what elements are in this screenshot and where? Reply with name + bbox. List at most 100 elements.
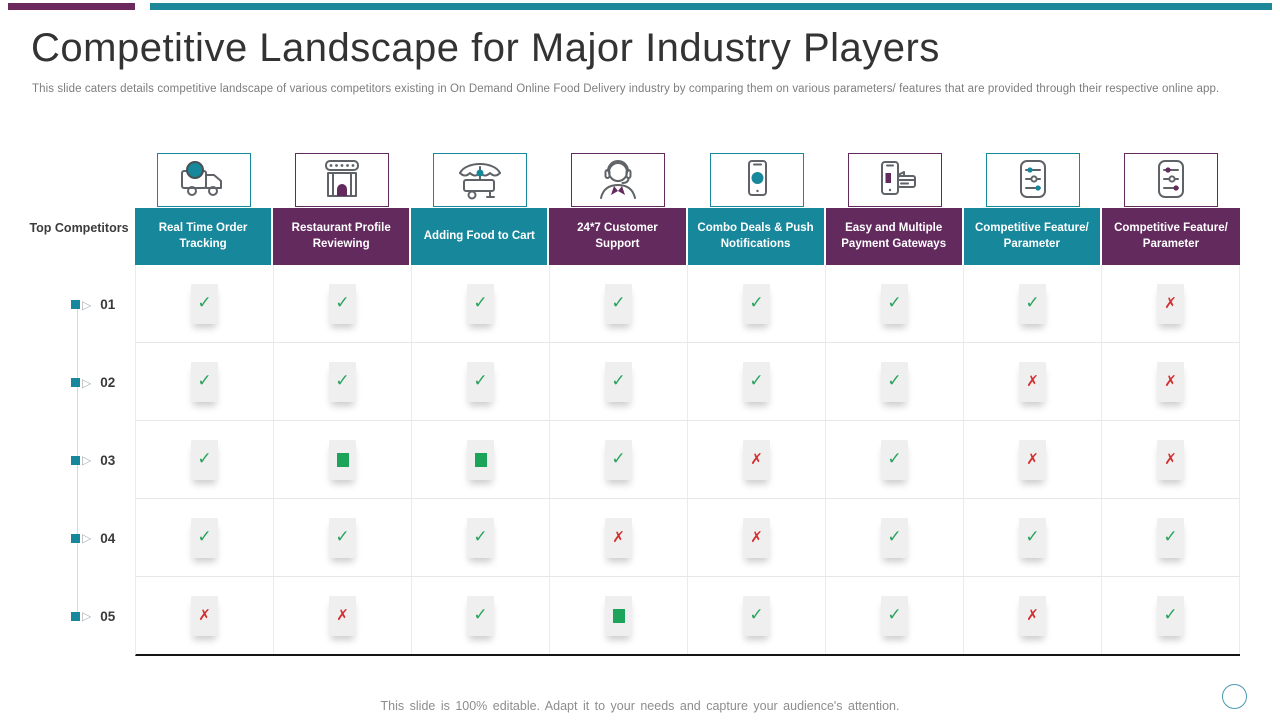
mark-chip: ✗ <box>1157 439 1184 480</box>
payment-gateway-icon <box>863 158 927 202</box>
check-mark-icon: ✓ <box>335 527 350 547</box>
feature-cell: ✓ <box>136 343 274 420</box>
check-mark-icon: ✓ <box>887 449 902 469</box>
feature-cell: ✓ <box>136 421 274 498</box>
mark-chip: ✓ <box>881 517 908 558</box>
square-mark-icon <box>474 452 487 467</box>
feature-cell <box>550 577 688 654</box>
check-mark-icon: ✓ <box>611 449 626 469</box>
check-mark-icon: ✓ <box>473 371 488 391</box>
check-mark-icon: ✓ <box>335 293 350 313</box>
check-mark-icon: ✓ <box>473 293 488 313</box>
corner-circle-decoration <box>1222 684 1247 709</box>
icon-box-purple <box>295 153 390 207</box>
mark-chip: ✗ <box>743 439 770 480</box>
table-row: ✓ ✓ ✗ ✓ ✗ ✗ <box>136 421 1240 499</box>
feature-cell: ✗ <box>1102 265 1240 342</box>
cross-mark-icon: ✗ <box>1164 294 1177 312</box>
table-row: ✗ ✗ ✓ ✓ ✓ ✗ ✓ <box>136 577 1240 654</box>
table-body: ✓ ✓ ✓ ✓ ✓ ✓ ✓ ✗ ✓ ✓ ✓ ✓ ✓ ✓ ✗ ✗ ✓ ✓ ✗ ✓ ✗ ✗ ✓ ✓ ✓ ✗ ✗ ✓ ✓ ✓ ✗ ✗ ✓ ✓ ✓ ✗ ✓ <box>135 265 1240 656</box>
check-mark-icon: ✓ <box>473 605 488 625</box>
cross-mark-icon: ✗ <box>612 528 625 546</box>
mark-chip: ✓ <box>329 283 356 324</box>
row-marker-arrow-icon: ▷ <box>82 609 92 624</box>
check-mark-icon: ✓ <box>197 527 212 547</box>
mark-chip: ✗ <box>1157 361 1184 402</box>
feature-cell: ✓ <box>412 265 550 342</box>
mark-chip: ✓ <box>191 439 218 480</box>
check-mark-icon: ✓ <box>1163 605 1178 625</box>
mark-chip <box>605 595 632 636</box>
check-mark-icon: ✓ <box>197 371 212 391</box>
feature-cell: ✓ <box>274 343 412 420</box>
top-accent-bar-teal <box>150 3 1272 10</box>
row-marker-square-icon <box>71 611 80 621</box>
mark-chip: ✗ <box>1019 439 1046 480</box>
sliders-icon <box>1001 158 1065 202</box>
feature-cell: ✓ <box>826 499 964 576</box>
feature-cell: ✗ <box>550 499 688 576</box>
mark-chip: ✓ <box>743 595 770 636</box>
check-mark-icon: ✓ <box>1025 293 1040 313</box>
mark-chip: ✓ <box>881 361 908 402</box>
feature-cell: ✓ <box>688 265 826 342</box>
mark-chip: ✓ <box>605 439 632 480</box>
mark-chip: ✓ <box>191 517 218 558</box>
competitor-rail: ▷ 01 ▷ 02 ▷ 03 ▷ 04 ▷ 05 <box>0 266 135 655</box>
mark-chip: ✓ <box>467 361 494 402</box>
feature-cell: ✓ <box>688 343 826 420</box>
slide-subtitle: This slide caters details competitive la… <box>32 83 1220 95</box>
mark-chip: ✓ <box>329 517 356 558</box>
row-marker-arrow-icon: ▷ <box>82 453 92 468</box>
icon-cell <box>549 152 687 208</box>
mark-chip: ✗ <box>191 595 218 636</box>
icon-cell <box>135 152 273 208</box>
feature-cell: ✓ <box>826 343 964 420</box>
cross-mark-icon: ✗ <box>750 450 763 468</box>
feature-cell: ✓ <box>274 265 412 342</box>
icon-box-purple <box>1123 153 1218 207</box>
top-accent-bar-purple <box>8 3 135 10</box>
mark-chip: ✓ <box>743 361 770 402</box>
icon-box-teal <box>433 153 528 207</box>
delivery-truck-icon <box>172 158 236 202</box>
square-mark-icon <box>336 452 349 467</box>
icon-cell <box>688 152 826 208</box>
check-mark-icon: ✓ <box>611 293 626 313</box>
mark-chip: ✓ <box>881 283 908 324</box>
feature-cell: ✓ <box>1102 499 1240 576</box>
check-mark-icon: ✓ <box>887 527 902 547</box>
table-row: ✓ ✓ ✓ ✓ ✓ ✓ ✓ ✗ <box>136 265 1240 343</box>
check-mark-icon: ✓ <box>473 527 488 547</box>
check-mark-icon: ✓ <box>887 293 902 313</box>
mark-chip: ✓ <box>1157 595 1184 636</box>
cross-mark-icon: ✗ <box>750 528 763 546</box>
feature-cell: ✓ <box>1102 577 1240 654</box>
icon-box-teal <box>985 153 1080 207</box>
icon-cell <box>1102 152 1240 208</box>
feature-cell: ✓ <box>274 499 412 576</box>
row-marker-square-icon <box>71 455 80 465</box>
feature-cell: ✗ <box>964 421 1102 498</box>
feature-cell: ✗ <box>964 343 1102 420</box>
feature-cell: ✓ <box>136 265 274 342</box>
feature-cell: ✓ <box>412 499 550 576</box>
feature-cell: ✓ <box>826 265 964 342</box>
table-row: ✓ ✓ ✓ ✗ ✗ ✓ ✓ ✓ <box>136 499 1240 577</box>
icon-box-purple <box>847 153 942 207</box>
mark-chip <box>329 439 356 480</box>
feature-cell: ✗ <box>1102 343 1240 420</box>
column-header: 24*7 Customer Support <box>549 208 688 265</box>
mark-chip: ✓ <box>743 283 770 324</box>
competitor-number: 01 <box>100 297 116 313</box>
check-mark-icon: ✓ <box>1163 527 1178 547</box>
row-marker-arrow-icon: ▷ <box>82 297 92 312</box>
feature-cell: ✗ <box>274 577 412 654</box>
cross-mark-icon: ✗ <box>1164 450 1177 468</box>
check-mark-icon: ✓ <box>611 371 626 391</box>
comparison-table: Real Time Order Tracking Restaurant Profi… <box>135 152 1240 656</box>
mark-chip: ✗ <box>329 595 356 636</box>
row-marker-arrow-icon: ▷ <box>82 375 92 390</box>
mark-chip: ✓ <box>467 595 494 636</box>
